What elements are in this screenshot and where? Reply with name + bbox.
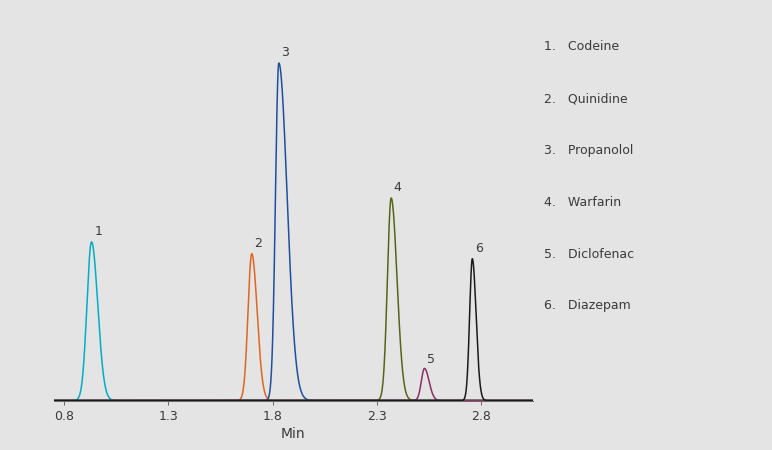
- X-axis label: Min: Min: [281, 427, 306, 441]
- Text: 5.   Diclofenac: 5. Diclofenac: [544, 248, 635, 261]
- Text: 6.   Diazepam: 6. Diazepam: [544, 299, 631, 312]
- Text: 4: 4: [394, 181, 401, 194]
- Text: 5: 5: [427, 353, 435, 366]
- Text: 6: 6: [475, 242, 482, 255]
- Text: 2.   Quinidine: 2. Quinidine: [544, 92, 628, 105]
- Text: 1.   Codeine: 1. Codeine: [544, 40, 619, 54]
- Text: 3.   Propanolol: 3. Propanolol: [544, 144, 634, 157]
- Text: 2: 2: [254, 237, 262, 250]
- Text: 3: 3: [281, 46, 290, 59]
- Text: 1: 1: [95, 225, 103, 238]
- Text: 4.   Warfarin: 4. Warfarin: [544, 196, 621, 209]
